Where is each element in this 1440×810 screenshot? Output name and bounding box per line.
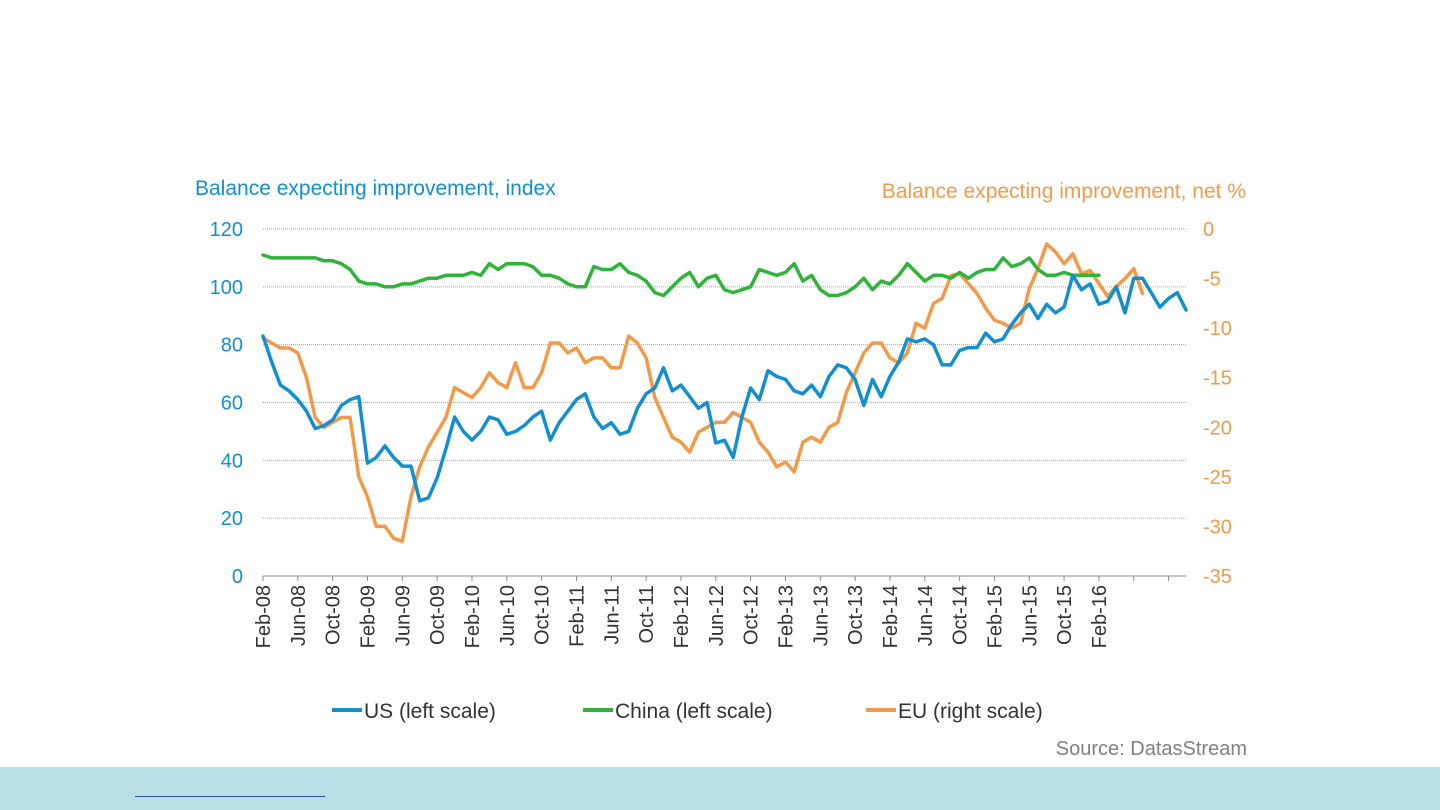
footer-band bbox=[0, 767, 1440, 810]
right-y-tick-label: -25 bbox=[1203, 467, 1232, 489]
x-tick-label: Jun-10 bbox=[497, 585, 519, 646]
right-y-tick-label: -15 bbox=[1203, 368, 1232, 390]
eu-series-line bbox=[261, 242, 1145, 544]
x-tick-label: Feb-12 bbox=[671, 585, 693, 648]
right-y-tick-label: 0 bbox=[1203, 219, 1214, 241]
x-tick-label: Feb-14 bbox=[880, 585, 902, 648]
left-y-tick-label: 100 bbox=[210, 277, 243, 299]
x-tick-label: Jun-11 bbox=[601, 585, 623, 645]
x-tick-label: Feb-15 bbox=[984, 585, 1006, 648]
right-y-tick-label: -20 bbox=[1203, 417, 1232, 439]
right-y-tick-label: -5 bbox=[1203, 269, 1221, 291]
left-y-tick-label: 20 bbox=[221, 508, 243, 530]
left-y-tick-label: 120 bbox=[210, 219, 243, 241]
gridlines bbox=[263, 228, 1186, 519]
left-y-axis-ticks: 120 100 80 60 40 20 0 bbox=[210, 219, 243, 588]
x-tick-label: Oct-11 bbox=[636, 585, 658, 644]
x-tick-label: Feb-11 bbox=[566, 585, 588, 647]
x-tick-label: Oct-13 bbox=[845, 585, 867, 645]
us-series-line bbox=[261, 273, 1188, 503]
left-y-tick-label: 80 bbox=[221, 335, 243, 357]
x-tick-label: Oct-14 bbox=[950, 585, 972, 645]
x-tick-label: Feb-10 bbox=[462, 585, 484, 648]
x-tick-label: Oct-09 bbox=[427, 585, 449, 645]
left-axis-title: Balance expecting improvement, index bbox=[195, 177, 556, 200]
x-tick-label: Oct-12 bbox=[741, 585, 763, 645]
china-legend-label: China (left scale) bbox=[615, 700, 773, 723]
eu-legend-label: EU (right scale) bbox=[898, 700, 1043, 723]
x-tick-label: Oct-15 bbox=[1054, 585, 1076, 645]
x-axis: Feb-08 Jun-08 Oct-08 Feb-09 Jun-09 Oct-09 Feb-… bbox=[253, 575, 1186, 648]
source-note: Source: DatasStream bbox=[1056, 738, 1247, 760]
left-y-tick-label: 0 bbox=[232, 566, 243, 588]
x-tick-label: Jun-13 bbox=[810, 585, 832, 646]
x-tick-label: Feb-16 bbox=[1089, 585, 1111, 648]
series-lines bbox=[261, 242, 1188, 544]
legend: US (left scale) China (left scale) EU (rig… bbox=[332, 700, 1043, 723]
right-y-tick-label: -10 bbox=[1203, 318, 1232, 340]
x-tick-label: Jun-14 bbox=[915, 585, 937, 646]
x-tick-label: Feb-13 bbox=[775, 585, 797, 648]
x-tick-label: Jun-12 bbox=[706, 585, 728, 646]
x-tick-label: Jun-15 bbox=[1019, 585, 1041, 646]
x-tick-label: Feb-09 bbox=[357, 585, 379, 648]
right-y-axis-ticks: 0 -5 -10 -15 -20 -25 -30 -35 bbox=[1203, 219, 1232, 588]
x-tick-label: Jun-08 bbox=[288, 585, 310, 646]
left-y-tick-label: 40 bbox=[221, 450, 243, 472]
china-series-line bbox=[261, 253, 1101, 298]
right-y-tick-label: -35 bbox=[1203, 566, 1232, 588]
x-tick-label: Oct-08 bbox=[323, 585, 345, 645]
right-y-tick-label: -30 bbox=[1203, 516, 1232, 538]
footer-link-underline bbox=[135, 796, 325, 797]
left-y-tick-label: 60 bbox=[221, 393, 243, 415]
x-tick-label: Jun-09 bbox=[392, 585, 414, 646]
us-legend-label: US (left scale) bbox=[364, 700, 496, 723]
right-axis-title: Balance expecting improvement, net % bbox=[882, 180, 1246, 203]
x-tick-label: Feb-08 bbox=[253, 585, 275, 648]
x-tick-label: Oct-10 bbox=[532, 585, 554, 645]
